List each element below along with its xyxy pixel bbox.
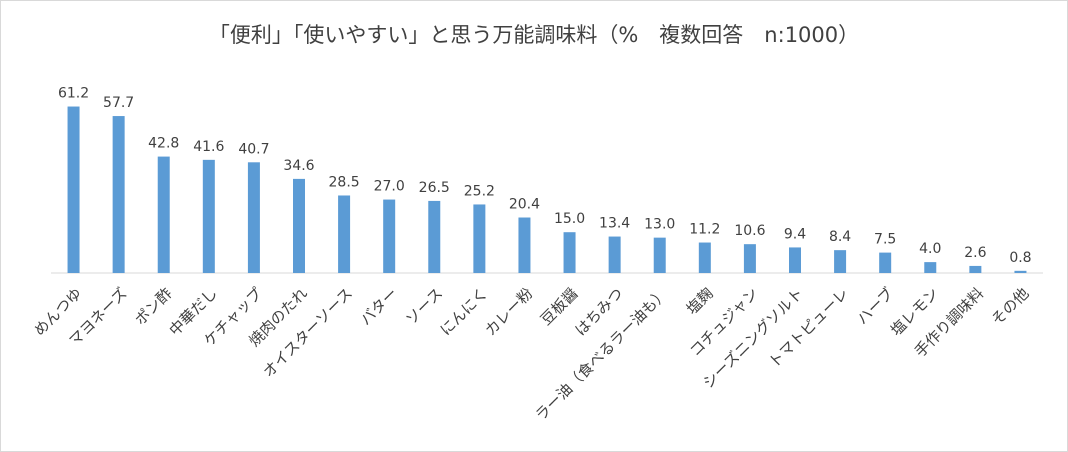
bar [789, 247, 801, 273]
category-label: ソース [402, 284, 446, 328]
bar [834, 250, 847, 273]
bar [969, 265, 982, 273]
data-label: 0.8 [1009, 250, 1031, 266]
data-label: 26.5 [419, 180, 450, 196]
bar [743, 244, 756, 273]
data-label: 61.2 [58, 86, 89, 102]
bar [67, 106, 80, 273]
chart-title: 「便利」「使いやすい」と思う万能調味料（% 複数回答 n:1000） [208, 23, 860, 47]
category-label: その他 [988, 284, 1033, 329]
bar [473, 204, 486, 273]
bar [112, 116, 125, 273]
data-label: 8.4 [829, 229, 851, 245]
bar [383, 199, 396, 273]
bar [924, 262, 937, 273]
data-label: 57.7 [103, 95, 134, 111]
category-label: バター [357, 284, 402, 329]
bar [1014, 270, 1027, 273]
category-label: トマトピューレ [765, 284, 852, 371]
data-label: 7.5 [874, 232, 896, 248]
data-label: 10.6 [734, 223, 765, 239]
category-label: ハーブ [853, 284, 897, 328]
data-label: 4.0 [919, 241, 941, 257]
data-label: 25.2 [464, 183, 495, 199]
bar [338, 195, 351, 273]
data-label: 20.4 [509, 197, 540, 213]
bar [247, 162, 260, 273]
category-label: にんにく [436, 284, 491, 339]
data-label: 9.4 [784, 226, 806, 242]
bar [563, 232, 576, 273]
bar [698, 242, 711, 273]
bar [202, 159, 215, 273]
data-label: 42.8 [148, 136, 179, 152]
bar [157, 156, 170, 273]
bar [518, 217, 531, 273]
data-label: 2.6 [964, 245, 986, 261]
data-label: 28.5 [329, 174, 360, 190]
data-label: 41.6 [193, 139, 224, 155]
data-label: 27.0 [374, 179, 405, 195]
data-label: 11.2 [689, 222, 720, 238]
data-label: 34.6 [283, 158, 314, 174]
data-label: 15.0 [554, 211, 585, 227]
data-label: 13.0 [644, 217, 675, 233]
category-label: カレー粉 [481, 284, 536, 339]
data-label: 13.4 [599, 216, 630, 232]
bar [879, 252, 892, 273]
bar [608, 236, 621, 273]
data-label: 40.7 [238, 141, 269, 157]
bar [653, 237, 666, 273]
category-label: 塩麹 [683, 284, 717, 318]
bar [293, 178, 305, 273]
bar [428, 200, 441, 273]
